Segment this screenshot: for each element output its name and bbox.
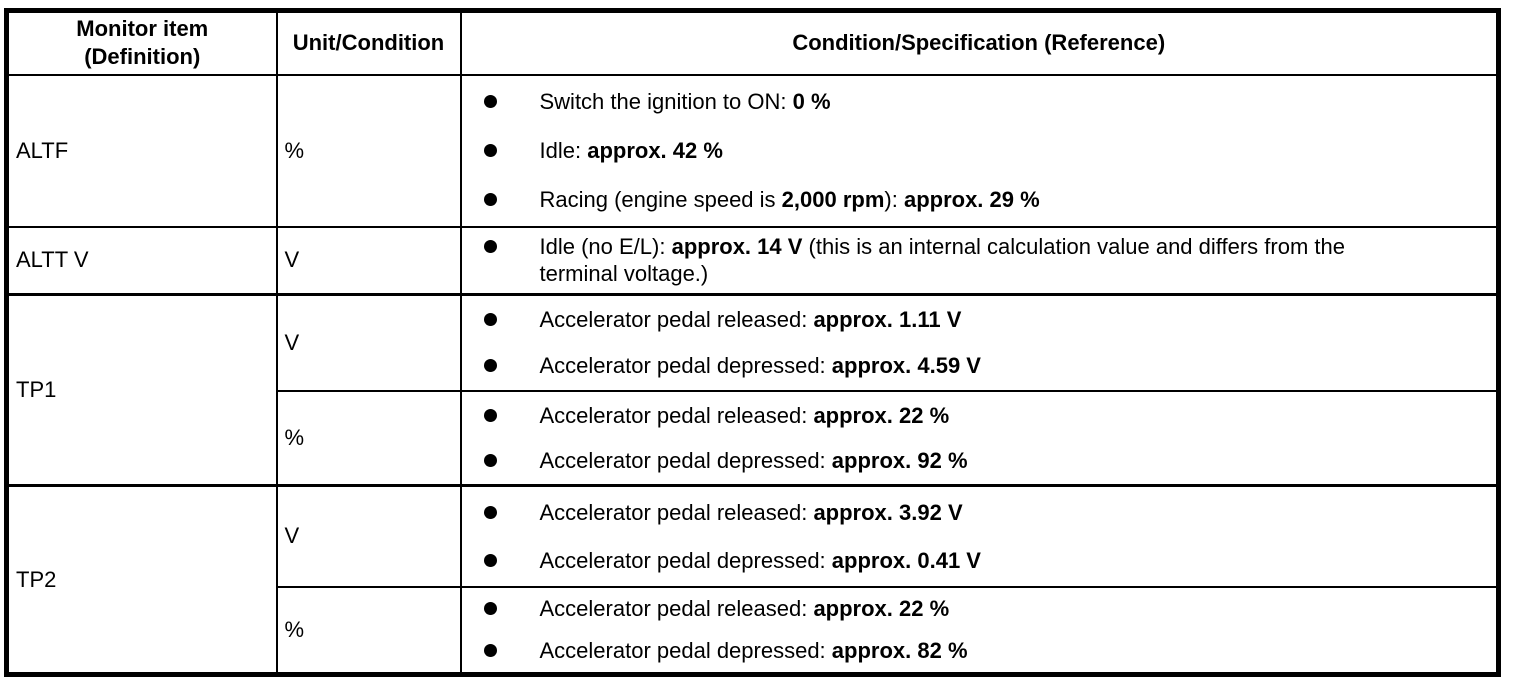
bullet-icon xyxy=(483,240,497,254)
monitor-item-cell: ALTF xyxy=(5,73,278,228)
unit-cell: V xyxy=(275,225,462,296)
bullet-icon xyxy=(483,313,497,327)
column-header-condition-spec: Condition/Specification (Reference) xyxy=(459,9,1500,76)
monitor-item-cell: TP2 xyxy=(5,484,278,676)
bullet-icon xyxy=(483,94,497,108)
bullet-icon xyxy=(483,554,497,567)
spec-bullet: Accelerator pedal depressed: approx. 92 … xyxy=(483,447,1479,474)
unit-cell: V xyxy=(275,293,462,392)
spec-bullet-list: Switch the ignition to ON: 0 % Idle: appr… xyxy=(483,77,1479,225)
spec-bullet: Racing (engine speed is 2,000 rpm): appr… xyxy=(483,186,1479,213)
bullet-icon xyxy=(483,644,497,658)
spec-text: Racing (engine speed is 2,000 rpm): appr… xyxy=(539,187,1040,213)
spec-bullet: Accelerator pedal released: approx. 22 % xyxy=(483,402,1479,429)
column-header-unit-condition: Unit/Condition xyxy=(275,9,462,76)
spec-text: Accelerator pedal depressed: approx. 4.5… xyxy=(539,353,981,379)
spec-bullet: Accelerator pedal depressed: approx. 82 … xyxy=(483,637,1479,664)
spec-cell: Idle (no E/L): approx. 14 V (this is an … xyxy=(459,225,1500,296)
spec-bullet: Idle (no E/L): approx. 14 V (this is an … xyxy=(483,233,1479,287)
header-row: Monitor item (Definition) Unit/Condition… xyxy=(5,9,1500,76)
spec-cell: Accelerator pedal released: approx. 1.11… xyxy=(459,293,1500,392)
bullet-icon xyxy=(483,359,497,373)
monitor-item-cell: ALTT V xyxy=(5,225,278,296)
spec-cell: Switch the ignition to ON: 0 % Idle: appr… xyxy=(459,73,1500,228)
unit-cell: % xyxy=(275,390,462,487)
spec-bullet-list: Accelerator pedal released: approx. 22 %… xyxy=(483,392,1479,483)
table-row: TP2 V Accelerator pedal released: approx… xyxy=(5,484,1500,676)
spec-bullet: Idle: approx. 42 % xyxy=(483,137,1479,164)
spec-text: Accelerator pedal depressed: approx. 82 … xyxy=(539,638,968,664)
table-row: ALTF % Switch the ignition to ON: 0 % Idl… xyxy=(5,73,1500,228)
table-row: % Accelerator pedal released: approx. 22… xyxy=(7,390,1500,487)
spec-cell: Accelerator pedal released: approx. 3.92… xyxy=(459,484,1500,588)
unit-cell: V xyxy=(275,484,462,588)
table-row: % Accelerator pedal released: approx. 22… xyxy=(7,586,1500,676)
bullet-icon xyxy=(483,602,497,616)
spec-text: Accelerator pedal released: approx. 22 % xyxy=(539,402,950,428)
spec-bullet: Accelerator pedal released: approx. 1.11… xyxy=(483,306,1479,333)
spec-table: Monitor item (Definition) Unit/Condition… xyxy=(4,8,1501,677)
bullet-icon xyxy=(483,505,497,519)
spec-text: Accelerator pedal released: approx. 3.92… xyxy=(539,499,963,525)
table-row: ALTT V V Idle (no E/L): approx. 14 V (th… xyxy=(5,225,1500,296)
spec-bullet-list: Accelerator pedal released: approx. 22 %… xyxy=(483,588,1479,672)
spec-bullet: Switch the ignition to ON: 0 % xyxy=(483,88,1479,115)
column-header-monitor-item: Monitor item (Definition) xyxy=(5,9,278,76)
spec-cell: Accelerator pedal released: approx. 22 %… xyxy=(459,390,1500,487)
spec-text: Accelerator pedal released: approx. 22 % xyxy=(539,596,950,622)
bullet-icon xyxy=(483,143,497,157)
unit-cell: % xyxy=(275,586,462,676)
spec-text: Accelerator pedal depressed: approx. 0.4… xyxy=(539,548,981,573)
bullet-icon xyxy=(483,454,497,467)
unit-cell: % xyxy=(275,73,462,228)
spec-bullet-list: Accelerator pedal released: approx. 1.11… xyxy=(483,298,1479,389)
spec-bullet: Accelerator pedal depressed: approx. 0.4… xyxy=(483,547,1479,574)
spec-cell: Accelerator pedal released: approx. 22 %… xyxy=(459,586,1500,676)
bullet-icon xyxy=(483,193,497,207)
monitor-item-cell: TP1 xyxy=(5,293,278,487)
spec-bullet: Accelerator pedal depressed: approx. 4.5… xyxy=(483,352,1479,379)
spec-text: Accelerator pedal depressed: approx. 92 … xyxy=(539,448,968,473)
spec-text: Idle (no E/L): approx. 14 V (this is an … xyxy=(539,234,1345,287)
spec-text: Accelerator pedal released: approx. 1.11… xyxy=(539,307,962,333)
spec-bullet: Accelerator pedal released: approx. 3.92… xyxy=(483,499,1479,526)
table-row: TP1 V Accelerator pedal released: approx… xyxy=(5,293,1500,487)
spec-bullet-list: Accelerator pedal released: approx. 3.92… xyxy=(483,489,1479,585)
spec-text: Switch the ignition to ON: 0 % xyxy=(539,88,831,114)
bullet-icon xyxy=(483,408,497,422)
spec-bullet-list: Idle (no E/L): approx. 14 V (this is an … xyxy=(483,229,1479,291)
spec-text: Idle: approx. 42 % xyxy=(539,137,723,163)
spec-bullet: Accelerator pedal released: approx. 22 % xyxy=(483,595,1479,622)
